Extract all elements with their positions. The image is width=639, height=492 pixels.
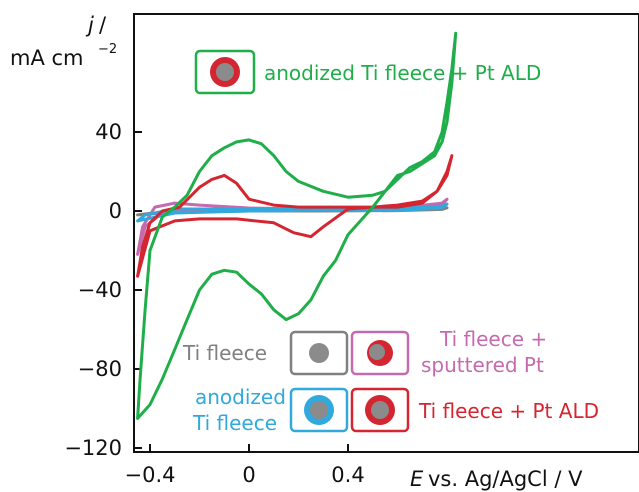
xlabel-rest: vs. Ag/AgCl / V <box>428 467 583 491</box>
legend-anodized-label-2: Ti fleece <box>192 411 277 435</box>
legend-sputtered-core <box>369 344 385 360</box>
ylabel-slash: / <box>99 13 107 37</box>
y-tick-label: 40 <box>95 120 122 144</box>
series-group <box>136 31 458 420</box>
y-tick-label: −120 <box>64 436 122 460</box>
series-line-anodized-pt-green <box>136 31 458 420</box>
x-tick-label: −0.4 <box>125 463 176 487</box>
legend-green-ald-label: anodized Ti fleece + Pt ALD <box>264 61 541 85</box>
legend-sputtered-label-1: Ti fleece + <box>439 327 547 351</box>
ylabel-unit-exponent: −2 <box>98 42 117 57</box>
series-line-anodized <box>136 202 449 223</box>
legend-ti-fleece-label: Ti fleece <box>182 341 267 365</box>
legend-anodized-core <box>310 401 328 419</box>
legend-ti-fleece-core <box>309 343 329 363</box>
y-tick-label: 0 <box>109 199 122 223</box>
x-tick-label: 0 <box>242 463 255 487</box>
plot-frame <box>133 13 639 453</box>
legend-green-ald-box <box>194 49 256 95</box>
xlabel-e: E <box>410 467 424 491</box>
legend-pt-ald: Ti fleece + Pt ALD <box>350 387 599 433</box>
legend-pt-ald-core <box>371 401 389 419</box>
y-tick-label: −40 <box>78 278 122 302</box>
legend-ti-fleece: Ti fleece <box>182 330 349 376</box>
y-tick-label: −80 <box>78 357 122 381</box>
series-line-pt-ald-red <box>136 154 454 278</box>
legend-anodized-label-1: anodized <box>195 385 286 409</box>
ylabel-unit: mA cm <box>10 46 84 70</box>
legend-green-ald-core <box>216 63 234 81</box>
legend-pt-ald-label: Ti fleece + Pt ALD <box>418 399 599 423</box>
legend-sputtered-label-2: sputtered Pt <box>421 353 544 377</box>
ylabel-j: j <box>85 13 94 37</box>
legend-sputtered-pt: Ti fleece + sputtered Pt <box>350 327 547 377</box>
legend-green-ald: anodized Ti fleece + Pt ALD <box>194 49 541 95</box>
x-tick-label: 0.4 <box>331 463 364 487</box>
legend-anodized: anodized Ti fleece <box>192 385 349 435</box>
axis-ticks: −0.4 0 0.4 −120 −80 −40 0 40 <box>64 120 364 487</box>
